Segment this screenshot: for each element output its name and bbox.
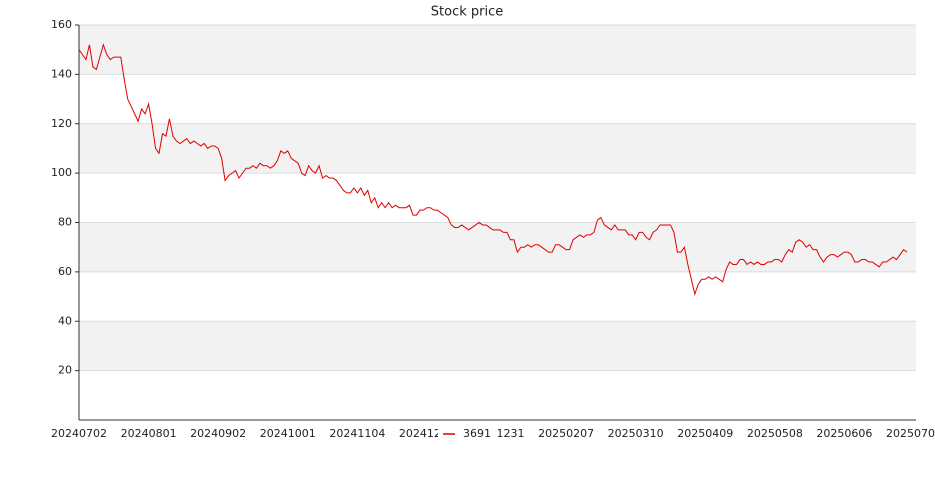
plot-band [79,222,916,272]
x-tick-label: 20250704 [886,427,935,440]
x-tick-label: 20250207 [538,427,594,440]
x-tick-label: 20241001 [260,427,316,440]
x-tick-label: 20240902 [190,427,246,440]
y-tick-label: 140 [51,67,72,80]
y-tick-label: 100 [51,166,72,179]
y-tick-label: 20 [58,364,72,377]
plot-band [79,25,916,75]
x-tick-label: 20240702 [51,427,107,440]
y-tick-label: 60 [58,265,72,278]
y-tick-label: 80 [58,216,72,229]
x-tick-label: 20250409 [677,427,733,440]
chart-title: Stock price [431,5,503,20]
y-tick-label: 40 [58,314,72,327]
plot-band [79,321,916,371]
y-tick-label: 160 [51,18,72,31]
x-tick-label: 20240801 [121,427,177,440]
y-tick-label: 120 [51,117,72,130]
x-tick-label: 20241104 [329,427,385,440]
legend-bg [438,425,498,443]
x-tick-label: 20250508 [747,427,803,440]
price-line [78,43,908,296]
plot-band [79,123,916,174]
x-tick-label: 20250310 [608,427,664,440]
legend-label: 3691 [463,427,491,440]
legend: 3691 [438,425,498,443]
x-tick-label: 20250606 [816,427,872,440]
